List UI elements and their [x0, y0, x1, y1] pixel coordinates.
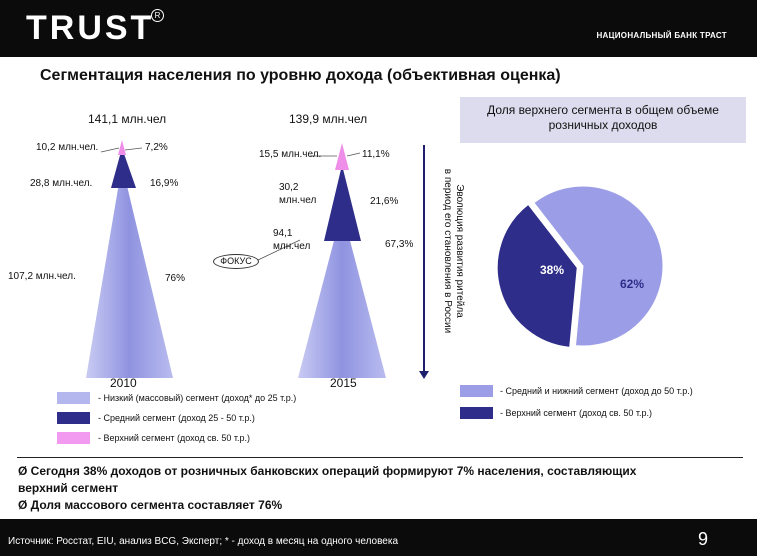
evolution-axis-label: Эволюция развития ритейла в период его с…: [442, 168, 465, 333]
source-note: Источник: Росстат, EIU, анализ BCG, Эксп…: [8, 536, 398, 547]
pie-title: Доля верхнего сегмента в общем объеме ро…: [487, 103, 719, 132]
legend-label-mid: - Средний сегмент (доход 25 - 50 т.р.): [98, 413, 255, 423]
year-2015: 2015: [330, 376, 357, 390]
pie-legend-label-top: - Верхний сегмент (доход св. 50 т.р.): [500, 408, 653, 418]
trust-logo: TRUST: [26, 9, 155, 47]
page-number: 9: [698, 529, 709, 549]
legend-label-top: - Верхний сегмент (доход св. 50 т.р.): [98, 433, 251, 443]
pyramid-2015-low: [298, 210, 386, 378]
pct-2010-mid: 16,9%: [150, 178, 179, 189]
pie-chart: [496, 185, 664, 348]
pyramid-2010-mid: [111, 148, 136, 188]
focus-label: ФОКУС: [213, 254, 259, 269]
legend-swatch-low: [57, 392, 90, 404]
pie-legend-swatch-low: [460, 385, 493, 397]
label-2010-low: 107,2 млн.чел.: [8, 271, 76, 282]
total-2015: 139,9 млн.чел: [289, 112, 368, 126]
header-bar: TRUST R НАЦИОНАЛЬНЫЙ БАНК ТРАСТ: [0, 0, 757, 57]
pie-legend-swatch-top: [460, 407, 493, 419]
note-line-1: Ø Сегодня 38% доходов от розничных банко…: [18, 464, 637, 478]
label-2010-top: 10,2 млн.чел.: [36, 142, 99, 153]
legend-label-low: - Низкий (массовый) сегмент (доход* до 2…: [98, 393, 297, 403]
divider: [17, 457, 743, 458]
pie-label-38: 38%: [540, 263, 565, 277]
pie-slice-62: [533, 185, 664, 347]
pct-2015-low: 67,3%: [385, 239, 414, 250]
pyramid-2015-mid: [324, 165, 361, 241]
note-line-3: Ø Доля массового сегмента составляет 76%: [18, 498, 283, 512]
pyramid-2010-low: [86, 165, 173, 378]
legend-swatch-top: [57, 432, 90, 444]
total-2010: 141,1 млн.чел: [88, 112, 167, 126]
pie-label-62: 62%: [620, 277, 645, 291]
year-2010: 2010: [110, 376, 137, 390]
pyramid-2010-top: [118, 140, 126, 155]
label-2015-top: 15,5 млн.чел.: [259, 149, 322, 160]
evolution-arrow: [423, 145, 425, 373]
pct-2015-mid: 21,6%: [370, 196, 399, 207]
evolution-arrow-head: [419, 371, 429, 379]
registered-mark: R: [151, 9, 164, 22]
legend-swatch-mid: [57, 412, 90, 424]
label-2015-low: 94,1 млн.чел: [273, 228, 311, 252]
bank-name: НАЦИОНАЛЬНЫЙ БАНК ТРАСТ: [596, 31, 727, 40]
label-2010-mid: 28,8 млн.чел.: [30, 178, 93, 189]
page-title: Сегментация населения по уровню дохода (…: [40, 67, 561, 84]
pie-legend-label-low: - Средний и нижний сегмент (доход до 50 …: [500, 386, 693, 396]
pyramid-2015-top: [335, 143, 349, 170]
label-2015-mid: 30,2 млн.чел: [279, 182, 317, 206]
footer-bar: [0, 519, 757, 556]
note-line-2: верхний сегмент: [18, 481, 119, 495]
pct-2015-top: 11,1%: [362, 149, 390, 160]
pie-slice-38: [496, 203, 578, 348]
pct-2010-low: 76%: [165, 273, 186, 284]
share-box: Доля верхнего сегмента в общем объеме ро…: [460, 97, 746, 143]
pct-2010-top: 7,2%: [145, 142, 168, 153]
